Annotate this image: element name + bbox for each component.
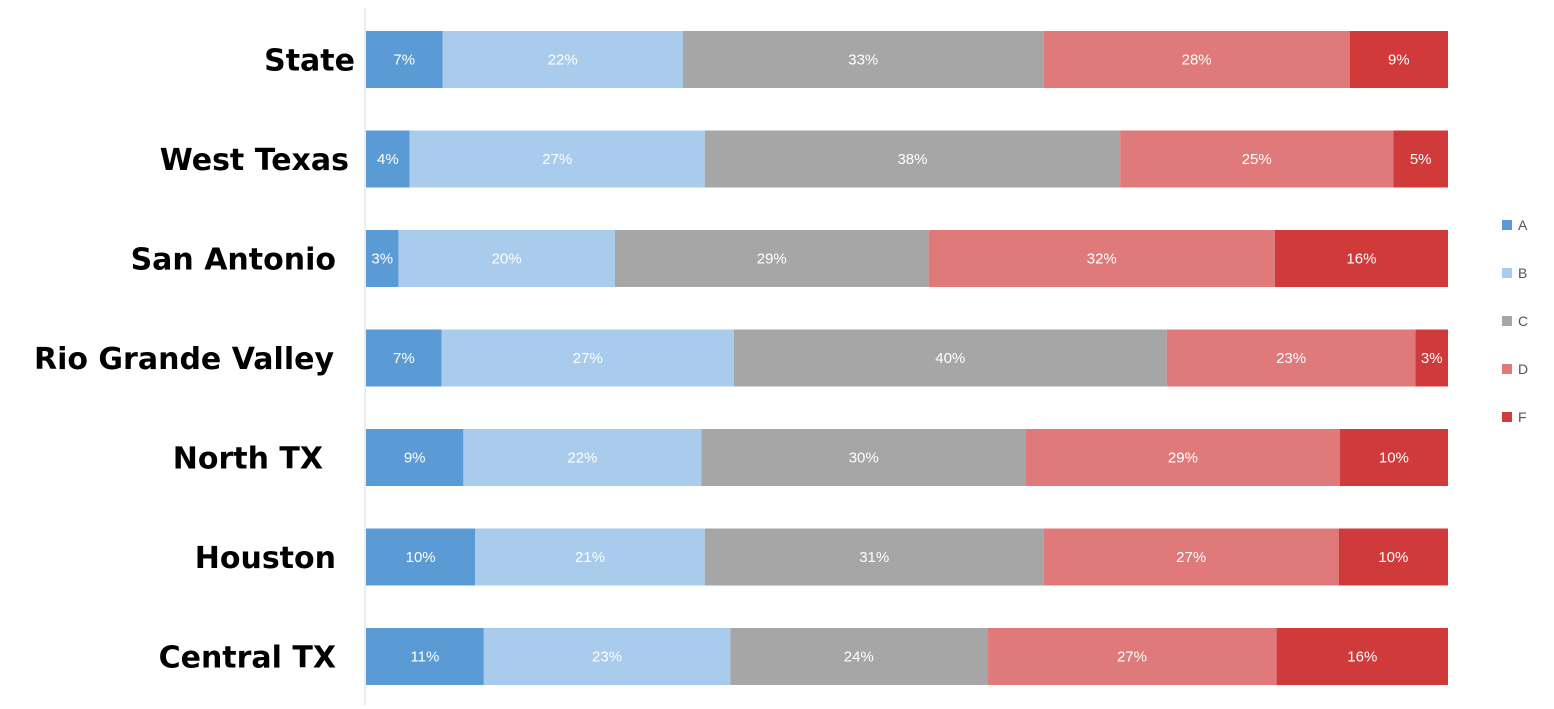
legend-swatch-f [1502,412,1512,422]
data-label-houston-a: 10% [406,549,436,566]
data-label-houston-f: 10% [1378,549,1408,566]
bar-segment-houston-d [1043,528,1339,586]
data-label-san-antonio-f: 16% [1346,251,1376,268]
category-label-central-tx: Central TX [159,641,336,676]
category-label-west-texas: West Texas [160,143,349,178]
data-label-north-tx-b: 22% [567,450,597,467]
data-label-state-b: 22% [548,52,578,69]
legend-label-d: D [1518,361,1528,377]
data-label-san-antonio-a: 3% [371,251,393,268]
legend-label-b: B [1518,265,1527,281]
data-label-rio-grande-valley-a: 7% [393,350,415,367]
category-label-rio-grande-valley: Rio Grande Valley [34,342,334,377]
data-label-rio-grande-valley-c: 40% [935,350,965,367]
data-label-san-antonio-d: 32% [1087,251,1117,268]
bar-segment-houston-f [1338,528,1448,586]
bar-segment-san-antonio-a [366,230,399,287]
data-label-north-tx-f: 10% [1379,450,1409,467]
data-label-north-tx-a: 9% [404,450,426,467]
bar-segment-houston-b [475,528,705,586]
bar-segment-west-texas-d [1120,130,1394,188]
bar-segment-houston-a [366,528,476,586]
data-label-central-tx-c: 24% [844,649,874,666]
category-label-san-antonio: San Antonio [131,243,336,278]
bar-segment-rio-grande-valley-d [1166,329,1416,387]
bar-segment-north-tx-d [1026,429,1340,486]
bar-segment-state-a [366,31,443,88]
category-labels: State West Texas San Antonio Rio Grande Val… [34,44,355,676]
bar-segment-houston-c [704,528,1044,586]
legend-swatch-b [1502,268,1512,278]
legend: A B C D F [1502,217,1528,425]
bar-segment-north-tx-a [366,429,464,486]
bar-segment-san-antonio-d [928,230,1275,287]
data-label-north-tx-c: 30% [849,450,879,467]
bar-segment-san-antonio-f [1274,230,1448,287]
data-label-state-f: 9% [1388,52,1410,69]
bar-segment-central-tx-c [730,628,988,685]
data-label-west-texas-c: 38% [897,151,927,168]
bars: 7% 22% 33% 28% 9% 4% 27% 38% 25% 5% 3% 20% 29% 32% 16%… [366,31,1448,685]
data-label-west-texas-b: 27% [542,151,572,168]
data-label-north-tx-d: 29% [1168,450,1198,467]
bar-segment-san-antonio-c [614,230,929,287]
data-label-state-d: 28% [1182,52,1212,69]
category-label-state: State [264,44,355,79]
bar-segment-state-d [1043,31,1350,88]
category-label-north-tx: North TX [173,442,323,477]
data-label-central-tx-d: 27% [1117,649,1147,666]
data-label-san-antonio-b: 20% [492,251,522,268]
bar-segment-west-texas-f [1393,130,1448,188]
data-label-houston-c: 31% [859,549,889,566]
bar-segment-west-texas-b [409,130,705,188]
bar-segment-state-c [682,31,1044,88]
data-label-houston-b: 21% [575,549,605,566]
legend-label-f: F [1518,409,1527,425]
bar-segment-central-tx-a [366,628,484,685]
data-label-west-texas-a: 4% [377,151,399,168]
data-label-central-tx-a: 11% [410,649,439,666]
bar-segment-west-texas-c [704,130,1121,188]
legend-label-c: C [1518,313,1528,329]
bar-segment-central-tx-f [1276,628,1448,685]
bar-segment-north-tx-f [1339,429,1448,486]
data-label-central-tx-b: 23% [592,649,622,666]
bar-segment-central-tx-d [987,628,1277,685]
bar-segment-rio-grande-valley-c [733,329,1167,387]
data-label-west-texas-f: 5% [1410,151,1432,168]
bar-segment-north-tx-b [463,429,702,486]
bar-segment-north-tx-c [701,429,1027,486]
bar-segment-san-antonio-b [398,230,615,287]
bar-segment-central-tx-b [483,628,731,685]
bar-segment-state-f [1349,31,1448,88]
data-label-houston-d: 27% [1176,549,1206,566]
data-label-central-tx-f: 16% [1347,649,1377,666]
bar-segment-rio-grande-valley-a [366,329,442,387]
category-label-houston: Houston [195,541,336,576]
bar-segment-rio-grande-valley-b [441,329,734,387]
data-label-state-a: 7% [393,52,415,69]
legend-swatch-c [1502,316,1512,326]
data-label-west-texas-d: 25% [1242,151,1272,168]
bar-segment-rio-grande-valley-f [1415,329,1448,387]
data-label-rio-grande-valley-f: 3% [1421,350,1443,367]
legend-label-a: A [1518,217,1528,233]
data-label-rio-grande-valley-d: 23% [1276,350,1306,367]
data-label-san-antonio-c: 29% [757,251,787,268]
bar-segment-state-b [442,31,683,88]
bar-segment-west-texas-a [366,130,410,188]
data-label-rio-grande-valley-b: 27% [573,350,603,367]
legend-swatch-a [1502,220,1512,230]
data-label-state-c: 33% [848,52,878,69]
legend-swatch-d [1502,364,1512,374]
